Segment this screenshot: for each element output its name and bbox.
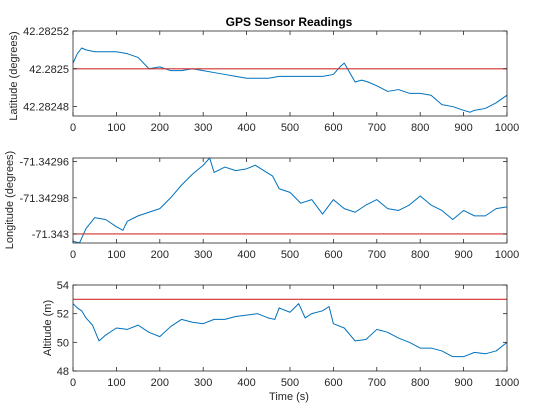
longitude-axes: 0 100 200 300 400 500 600 700 800 900 1000 -71.343 -…: [19, 157, 519, 261]
latitude-x-tick-label: 0: [70, 122, 76, 134]
chart-title: GPS Sensor Readings: [226, 15, 353, 29]
latitude-measurement-line: [73, 47, 507, 113]
latitude-axes: 0 100 200 300 400 500 600 700 800 900 1000 42.28248…: [23, 26, 519, 134]
latitude-y-tick-label: 42.28248: [23, 102, 69, 114]
altitude-x-tick-label: 0: [70, 377, 76, 389]
altitude-y-tick-label: 52: [57, 309, 69, 321]
longitude-y-label: Longitude (degrees): [4, 151, 16, 249]
latitude-x-tick-label: 300: [194, 122, 212, 134]
longitude-x-tick-label: 200: [151, 249, 169, 261]
altitude-x-tick-label: 800: [411, 377, 429, 389]
longitude-x-tick-label: 900: [454, 249, 472, 261]
longitude-y-tick-label: -71.343: [32, 229, 69, 241]
longitude-x-tick-label: 1000: [495, 249, 519, 261]
altitude-plot-area: [73, 285, 507, 371]
latitude-x-tick-label: 400: [237, 122, 255, 134]
longitude-x-tick-label: 100: [107, 249, 125, 261]
longitude-x-tick-label: 600: [324, 249, 342, 261]
longitude-y-tick-label: -71.34298: [19, 193, 69, 205]
latitude-x-tick-label: 600: [324, 122, 342, 134]
altitude-y-tick-label: 48: [57, 366, 69, 378]
altitude-measurement-line: [73, 303, 507, 358]
altitude-x-tick-label: 400: [237, 377, 255, 389]
latitude-plot-area: [73, 31, 507, 116]
longitude-x-tick-label: 700: [368, 249, 386, 261]
altitude-y-tick-label: 50: [57, 337, 69, 349]
longitude-x-tick-label: 0: [70, 249, 76, 261]
latitude-x-tick-label: 700: [368, 122, 386, 134]
latitude-x-tick-label: 100: [107, 122, 125, 134]
latitude-x-tick-label: 900: [454, 122, 472, 134]
altitude-x-tick-label: 100: [107, 377, 125, 389]
latitude-x-tick-label: 500: [281, 122, 299, 134]
latitude-y-tick-label: 42.2825: [29, 64, 69, 76]
latitude-x-tick-label: 200: [151, 122, 169, 134]
latitude-x-tick-label: 800: [411, 122, 429, 134]
longitude-y-tick-label: -71.34296: [19, 157, 69, 169]
altitude-x-tick-label: 700: [368, 377, 386, 389]
altitude-x-tick-label: 600: [324, 377, 342, 389]
longitude-measurement-line: [73, 158, 507, 243]
altitude-y-label: Altitude (m): [42, 300, 54, 356]
altitude-x-tick-label: 1000: [495, 377, 519, 389]
time-x-label: Time (s): [269, 391, 309, 403]
latitude-y-tick-label: 42.28252: [23, 26, 69, 38]
altitude-x-tick-label: 300: [194, 377, 212, 389]
latitude-x-tick-label: 1000: [495, 122, 519, 134]
altitude-axes: 0 100 200 300 400 500 600 700 800 900 1000 48 50 52 54: [57, 280, 519, 389]
longitude-x-tick-label: 800: [411, 249, 429, 261]
altitude-x-tick-label: 500: [281, 377, 299, 389]
longitude-x-tick-label: 300: [194, 249, 212, 261]
altitude-x-tick-label: 200: [151, 377, 169, 389]
longitude-plot-area: [73, 158, 507, 243]
altitude-x-tick-label: 900: [454, 377, 472, 389]
longitude-x-tick-label: 500: [281, 249, 299, 261]
longitude-x-tick-label: 400: [237, 249, 255, 261]
altitude-y-tick-label: 54: [57, 280, 69, 292]
latitude-y-label: Latitude (degrees): [8, 31, 20, 120]
